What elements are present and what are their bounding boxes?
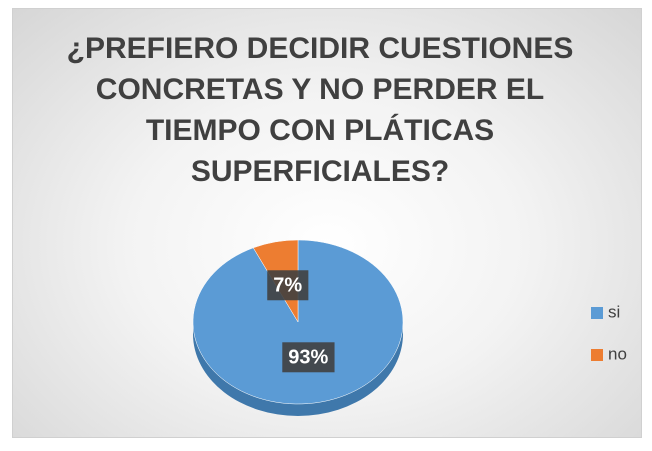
- data-label-text: 93%: [288, 346, 328, 368]
- data-label: 7%: [267, 270, 309, 301]
- legend-swatch: [591, 349, 603, 361]
- legend-label: si: [608, 302, 620, 321]
- data-label-box: [267, 270, 309, 301]
- data-label: 93%: [282, 342, 335, 373]
- legend-label: no: [608, 344, 627, 363]
- data-label-text: 7%: [273, 274, 302, 296]
- legend-swatch: [591, 307, 603, 319]
- data-label-box: [282, 342, 335, 373]
- chart-title: ¿PREFIERO DECIDIR CUESTIONES CONCRETAS Y…: [66, 32, 574, 188]
